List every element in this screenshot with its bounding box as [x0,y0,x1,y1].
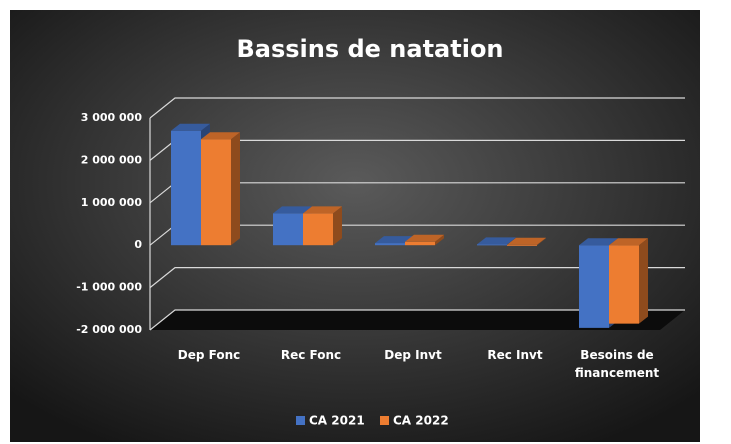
bar-face [609,238,648,246]
bar-face [273,213,303,246]
chart-title: Bassins de natation [236,35,503,63]
bar-face [201,132,240,140]
legend-label: CA 2021 [309,414,365,428]
x-tick-label: Besoins de financement [574,348,660,380]
y-tick-label: 0 [134,238,142,251]
bar-face [579,245,609,328]
y-tick-label: 1 000 000 [81,196,143,209]
bar-face [375,236,414,244]
y-tick-label: 3 000 000 [81,111,143,124]
bar-face [405,234,444,242]
y-tick-label: -2 000 000 [76,323,142,336]
bar-face [609,245,639,324]
bar-face [405,241,435,246]
bar-face [303,213,333,246]
bar-face [273,206,312,214]
grid-line [149,267,685,289]
y-tick-label: 2 000 000 [81,153,143,166]
y-tick-label: -1 000 000 [76,281,142,294]
bar-face [639,238,648,324]
bar-face [435,234,444,246]
x-tick-label: Rec Fonc [280,348,342,362]
bar-face [507,244,537,246]
bar [303,206,342,246]
bar [507,237,546,246]
bar-face [201,139,231,246]
bar-face [375,243,405,246]
bar [609,238,648,324]
bar-face [303,206,342,214]
bar-face [537,237,546,246]
bar-face [171,123,210,131]
bar-face [579,238,618,246]
legend-swatch [380,416,389,425]
grid-line [149,309,685,331]
legend-swatch [296,416,305,425]
bar-face [477,244,507,246]
x-tick-label: Rec Invt [487,348,543,362]
x-tick-label: Dep Fonc [177,348,241,362]
x-tick-label: Dep Invt [384,348,442,362]
chart-background [10,10,700,442]
bar-face [171,130,201,246]
bar-face [477,237,516,245]
bar [405,234,444,246]
legend-label: CA 2022 [393,414,449,428]
bar-face [507,237,546,245]
bar [201,132,240,246]
bar-face [231,132,240,246]
floor [150,310,685,330]
grid-line [149,97,685,119]
bar-face [333,206,342,246]
